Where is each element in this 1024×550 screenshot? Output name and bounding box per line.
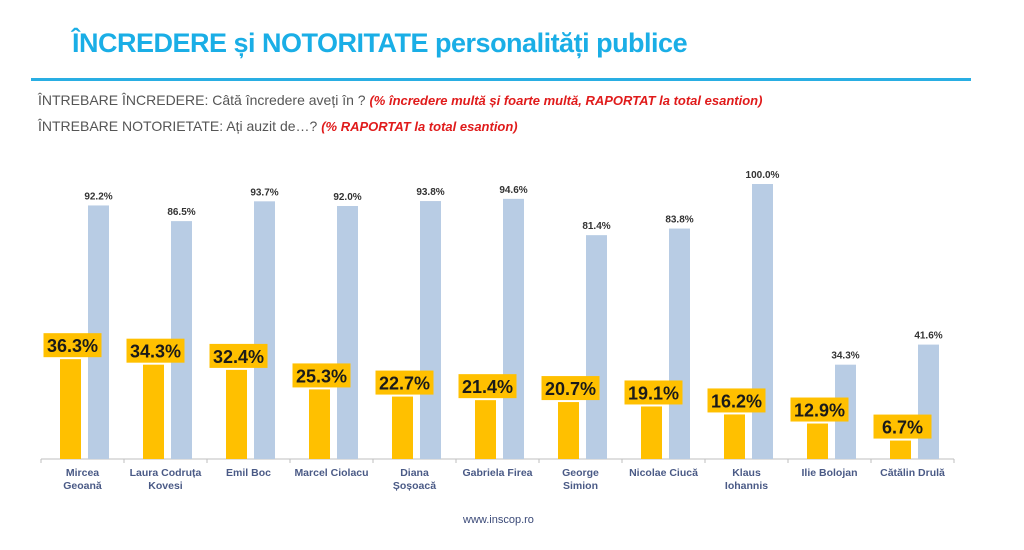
category-label: Kovesi xyxy=(148,480,183,492)
trust-data-label-box xyxy=(126,338,185,363)
trust-question: ÎNTREBARE ÎNCREDERE: Câtă încredere aveț… xyxy=(38,92,762,108)
trust-bar xyxy=(475,400,496,459)
category-label: Geoană xyxy=(63,480,102,492)
trust-data-label-box xyxy=(790,397,849,422)
notoriety-data-label: 86.5% xyxy=(167,207,195,218)
notoriety-bar xyxy=(918,344,939,459)
notoriety-data-label: 41.6% xyxy=(914,331,942,342)
notoriety-question-note: (% RAPORTAT la total esantion) xyxy=(321,119,518,134)
notoriety-data-label: 100.0% xyxy=(746,170,780,181)
category-label: Simion xyxy=(563,480,598,492)
notoriety-question: ÎNTREBARE NOTORIETATE: Ați auzit de…? (%… xyxy=(38,118,518,134)
category-label: Emil Boc xyxy=(226,467,271,479)
trust-bar xyxy=(143,364,164,459)
category-label: Laura Codruța xyxy=(130,467,202,479)
trust-question-note: (% încredere multă și foarte multă, RAPO… xyxy=(369,93,763,108)
category-label: Diana xyxy=(400,467,429,479)
category-label: Gabriela Firea xyxy=(462,467,532,479)
trust-bar xyxy=(724,414,745,459)
trust-bar xyxy=(807,423,828,459)
trust-data-label: 25.3% xyxy=(296,366,347,386)
category-label: Mircea xyxy=(66,467,99,479)
trust-data-label: 32.4% xyxy=(213,347,264,367)
category-label: George xyxy=(562,467,599,479)
notoriety-bar xyxy=(420,201,441,460)
trust-data-label-box xyxy=(541,376,600,401)
trust-question-label: ÎNTREBARE ÎNCREDERE: Câtă încredere aveț… xyxy=(38,92,370,108)
trust-data-label-box xyxy=(292,363,351,388)
notoriety-bar xyxy=(337,206,358,459)
notoriety-question-label: ÎNTREBARE NOTORIETATE: Ați auzit de…? xyxy=(38,118,322,134)
trust-data-label-box xyxy=(707,388,766,413)
notoriety-data-label: 92.0% xyxy=(333,192,361,203)
trust-data-label-box xyxy=(43,333,102,358)
notoriety-bar xyxy=(752,184,773,459)
trust-data-label: 21.4% xyxy=(462,377,513,397)
category-label: Șoșoacă xyxy=(393,480,436,492)
notoriety-data-label: 81.4% xyxy=(582,221,610,232)
trust-data-label: 36.3% xyxy=(47,336,98,356)
notoriety-data-label: 83.8% xyxy=(665,215,693,226)
trust-data-label: 20.7% xyxy=(545,379,596,399)
trust-data-label-box xyxy=(624,380,683,405)
trust-bar xyxy=(309,389,330,459)
category-label: Marcel Ciolacu xyxy=(294,467,368,479)
category-label: Iohannis xyxy=(725,480,768,492)
notoriety-bar xyxy=(254,201,275,459)
trust-bar xyxy=(890,440,911,459)
notoriety-data-label: 92.2% xyxy=(84,191,112,202)
trust-bar xyxy=(392,396,413,459)
title-divider xyxy=(31,78,971,81)
trust-data-label-box xyxy=(209,343,268,368)
trust-data-label-box xyxy=(375,370,434,395)
trust-data-label: 22.7% xyxy=(379,374,430,394)
category-label: Ilie Bolojan xyxy=(801,467,857,479)
category-label: Cătălin Drulă xyxy=(880,467,945,479)
trust-data-label: 16.2% xyxy=(711,391,762,411)
notoriety-bar xyxy=(586,235,607,459)
notoriety-data-label: 93.8% xyxy=(416,187,444,198)
trust-bar xyxy=(226,369,247,459)
notoriety-bar xyxy=(669,228,690,459)
trust-data-label: 6.7% xyxy=(882,418,923,438)
notoriety-bar xyxy=(88,205,109,459)
trust-data-label-box xyxy=(458,374,517,399)
category-label: Klaus xyxy=(732,467,761,479)
trust-bar xyxy=(641,406,662,459)
notoriety-data-label: 94.6% xyxy=(499,185,527,196)
page-title: ÎNCREDERE și NOTORITATE personalități pu… xyxy=(72,28,688,58)
trust-data-label: 12.9% xyxy=(794,401,845,421)
notoriety-bar xyxy=(503,198,524,459)
category-label: Nicolae Ciucă xyxy=(629,467,698,479)
footer-url: www.inscop.ro xyxy=(463,514,534,526)
notoriety-data-label: 34.3% xyxy=(831,351,859,362)
trust-data-label: 34.3% xyxy=(130,342,181,362)
notoriety-data-label: 93.7% xyxy=(250,187,278,198)
trust-bar xyxy=(558,402,579,459)
trust-bar xyxy=(60,359,81,459)
trust-data-label-box xyxy=(873,414,932,439)
trust-data-label: 19.1% xyxy=(628,383,679,403)
